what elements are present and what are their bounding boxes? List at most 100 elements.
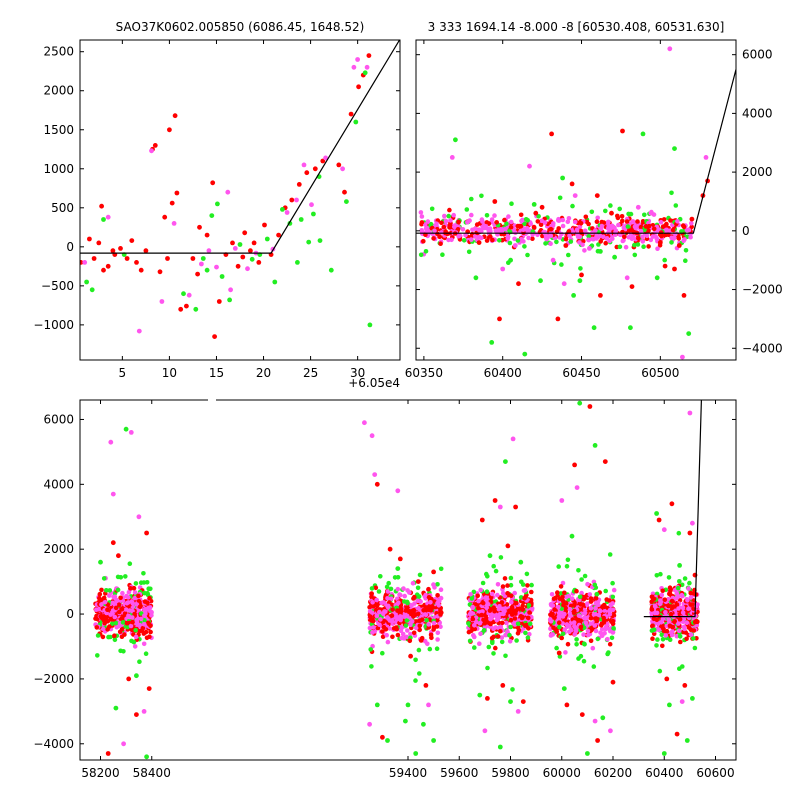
- cluster-point: [373, 585, 379, 591]
- band-point: [556, 218, 562, 223]
- band-point: [560, 223, 566, 229]
- cluster-point: [558, 584, 564, 589]
- cluster-point: [508, 593, 514, 598]
- band-point: [470, 227, 475, 233]
- cluster-point: [686, 586, 691, 591]
- cluster-point: [605, 636, 610, 642]
- cluster-point: [417, 671, 422, 676]
- band-point: [563, 236, 569, 242]
- cluster-point: [473, 619, 479, 625]
- band-point: [457, 233, 462, 239]
- data-point: [681, 293, 687, 298]
- cluster-point: [563, 650, 568, 655]
- x-tick-label: 25: [303, 366, 318, 380]
- cluster-point: [679, 592, 685, 598]
- band-point: [419, 228, 425, 233]
- band-point: [578, 266, 583, 271]
- cluster-point: [389, 613, 395, 618]
- cluster-point: [581, 641, 587, 646]
- data-point: [374, 702, 380, 708]
- data-point: [98, 559, 103, 565]
- x-tick-label: 60200: [594, 766, 632, 780]
- cluster-point: [131, 639, 137, 645]
- band-point: [673, 203, 679, 208]
- cluster-point: [588, 596, 594, 601]
- cluster-point: [384, 584, 390, 590]
- cluster-point: [143, 651, 149, 656]
- cluster-point: [142, 622, 147, 627]
- data-point: [679, 699, 685, 704]
- band-point: [509, 201, 514, 206]
- data-point: [662, 263, 668, 269]
- cluster-point: [610, 618, 616, 624]
- band-point: [524, 226, 530, 231]
- data-point: [456, 219, 461, 225]
- data-point: [113, 705, 119, 711]
- band-point: [580, 242, 585, 248]
- y-tick-label: 0: [66, 607, 74, 621]
- cluster-point: [678, 639, 683, 645]
- cluster-point: [138, 580, 144, 585]
- cluster-point: [438, 607, 443, 613]
- band-point: [655, 246, 660, 251]
- band-point: [521, 227, 526, 232]
- cluster-point: [526, 626, 531, 631]
- cluster-point: [435, 637, 440, 642]
- cluster-point: [578, 624, 584, 630]
- band-point: [438, 241, 443, 246]
- cluster-point: [514, 600, 519, 606]
- band-point: [434, 221, 439, 226]
- cluster-point: [504, 602, 510, 607]
- band-point: [662, 257, 667, 263]
- band-point: [577, 234, 583, 240]
- cluster-point: [112, 633, 117, 638]
- y-tick-label: −1000: [33, 318, 74, 332]
- data-point: [489, 340, 495, 345]
- cluster-point: [508, 582, 514, 588]
- cluster-point: [576, 613, 582, 618]
- cluster-point: [468, 592, 473, 597]
- cluster-point: [588, 605, 594, 611]
- panel-bottom-frame: [79, 399, 737, 761]
- cluster-point: [572, 608, 577, 614]
- band-point: [570, 203, 575, 209]
- cluster-point: [398, 617, 404, 623]
- cluster-point: [583, 620, 589, 625]
- data-point: [664, 676, 670, 682]
- cluster-point: [569, 627, 574, 633]
- data-point: [89, 287, 95, 293]
- cluster-point: [410, 581, 416, 586]
- cluster-point: [409, 619, 415, 624]
- cluster-point: [515, 631, 521, 636]
- cluster-point: [579, 590, 584, 596]
- cluster-point: [651, 627, 657, 632]
- cluster-point: [110, 608, 116, 613]
- data-point: [134, 260, 139, 265]
- cluster-point: [565, 557, 571, 563]
- x-tick-label: 60450: [562, 366, 600, 380]
- data-point: [620, 128, 625, 134]
- cluster-point: [670, 599, 675, 604]
- band-point: [623, 244, 629, 250]
- data-point: [672, 266, 677, 272]
- data-point: [181, 291, 186, 297]
- band-point: [520, 217, 525, 223]
- cluster-point: [660, 616, 666, 622]
- cluster-point: [599, 623, 604, 628]
- data-point: [190, 256, 196, 261]
- data-point: [479, 517, 485, 523]
- cluster-point: [380, 650, 385, 656]
- data-point: [689, 216, 695, 222]
- data-point: [667, 702, 672, 708]
- cluster-point: [682, 576, 688, 581]
- cluster-point: [146, 586, 151, 591]
- cluster-point: [134, 619, 140, 624]
- data-point: [225, 189, 231, 195]
- band-point: [535, 219, 541, 224]
- cluster-point: [556, 620, 562, 625]
- band-point: [536, 214, 541, 219]
- band-point: [653, 234, 659, 239]
- data-point: [96, 240, 102, 246]
- band-point: [669, 235, 674, 241]
